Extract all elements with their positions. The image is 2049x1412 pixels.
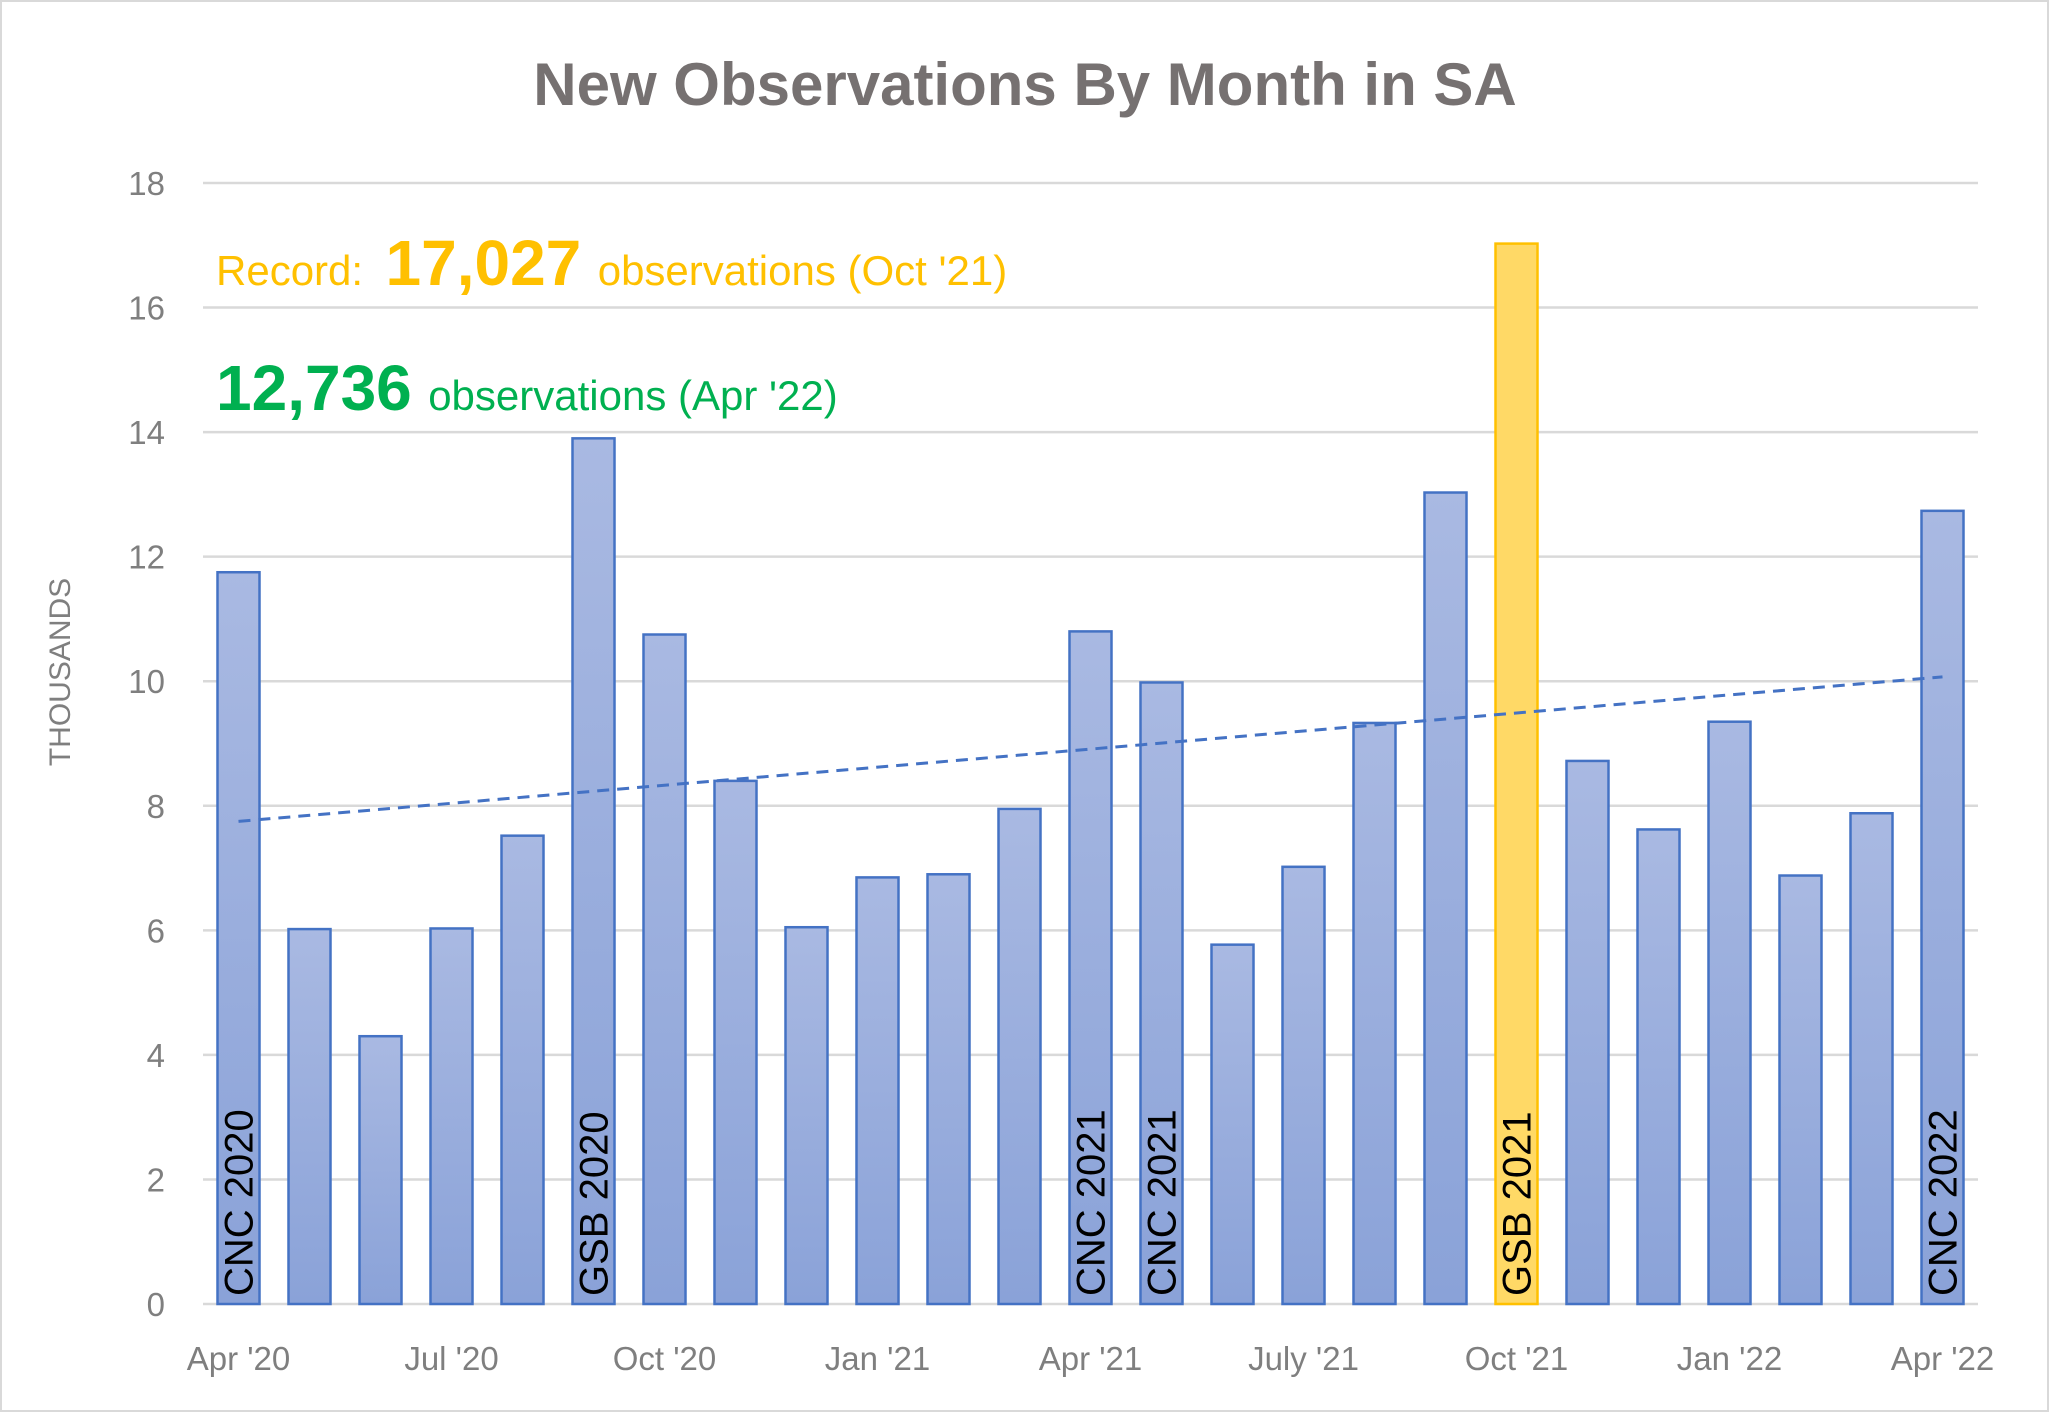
record-prefix: Record: <box>216 247 363 294</box>
svg-text:12,736 observations (Apr: 12,736 observations (Apr '22) <box>216 352 838 424</box>
y-tick-label: 2 <box>147 1161 165 1198</box>
bar-label: GSB 2020 <box>573 1111 617 1296</box>
bar-label: CNC 2022 <box>1922 1109 1966 1296</box>
x-tick-label: July '21 <box>1248 1340 1359 1377</box>
bar <box>1352 721 1397 1306</box>
svg-text:Record: 17,027 obs: Record: 17,027 observations (Oct '21) <box>216 227 1007 299</box>
bar-labels: CNC 2020 GSB 2020 CNC 2021 CNC 2021 GSB 2021… <box>218 1109 1966 1296</box>
y-tick-label: 12 <box>128 539 165 576</box>
bar-label: CNC 2020 <box>218 1109 262 1296</box>
y-tick-label: 14 <box>128 414 165 451</box>
y-tick-label: 6 <box>147 912 165 949</box>
x-tick-label: Jan '22 <box>1677 1340 1782 1377</box>
bar <box>1565 759 1610 1306</box>
bar <box>1068 630 1113 1306</box>
bar <box>1139 681 1184 1306</box>
bar <box>571 437 616 1306</box>
bar <box>642 633 687 1306</box>
bar <box>1210 943 1255 1306</box>
x-tick-label: Apr '22 <box>1891 1340 1995 1377</box>
y-tick-label: 8 <box>147 788 165 825</box>
x-axis-ticks: Apr '20 Jul '20 Oct '20 Jan '21 Apr '21 July … <box>187 1340 1995 1377</box>
bar <box>784 925 829 1306</box>
bar <box>855 876 900 1306</box>
bar <box>358 1034 403 1306</box>
latest-suffix: observations (Apr '22) <box>428 372 838 419</box>
record-annotation: Record: 17,027 observations (Oct '21) <box>216 227 1007 299</box>
latest-annotation: 12,736 observations (Apr '22) <box>216 352 838 424</box>
y-tick-label: 0 <box>147 1286 165 1323</box>
bar <box>216 570 261 1306</box>
x-tick-label: Oct '20 <box>613 1340 717 1377</box>
x-tick-label: Apr '21 <box>1039 1340 1143 1377</box>
y-tick-label: 4 <box>147 1037 165 1074</box>
gridlines <box>203 181 1978 1306</box>
y-tick-label: 10 <box>128 663 165 700</box>
bar-label: GSB 2021 <box>1496 1111 1540 1296</box>
x-tick-label: Jan '21 <box>825 1340 930 1377</box>
bar <box>429 927 474 1306</box>
bar <box>1494 242 1539 1306</box>
y-tick-label: 18 <box>128 165 165 202</box>
x-tick-label: Apr '20 <box>187 1340 291 1377</box>
record-suffix: observations (Oct '21) <box>598 247 1008 294</box>
bar-label: CNC 2021 <box>1141 1109 1185 1296</box>
bars <box>216 242 1965 1306</box>
x-tick-label: Oct '21 <box>1465 1340 1569 1377</box>
bar <box>500 834 545 1306</box>
bar <box>1707 720 1752 1306</box>
bar <box>713 779 758 1306</box>
bar <box>1423 491 1468 1306</box>
trendline <box>238 675 1943 823</box>
x-tick-label: Jul '20 <box>404 1340 498 1377</box>
latest-value: 12,736 <box>216 352 412 424</box>
bar <box>1281 865 1326 1306</box>
y-axis-label: THOUSANDS <box>44 578 77 766</box>
bar <box>1920 509 1965 1306</box>
y-tick-label: 16 <box>128 290 165 327</box>
record-value: 17,027 <box>386 227 582 299</box>
bar <box>926 873 971 1306</box>
y-axis-ticks: 0 2 4 6 8 10 12 14 16 18 <box>128 165 165 1323</box>
bar <box>287 927 332 1306</box>
bar <box>1778 874 1823 1306</box>
bar-label: CNC 2021 <box>1070 1109 1114 1296</box>
bar <box>997 807 1042 1306</box>
bar <box>1636 828 1681 1306</box>
bar <box>1849 812 1894 1306</box>
chart-title: New Observations By Month in SA <box>533 51 1516 118</box>
